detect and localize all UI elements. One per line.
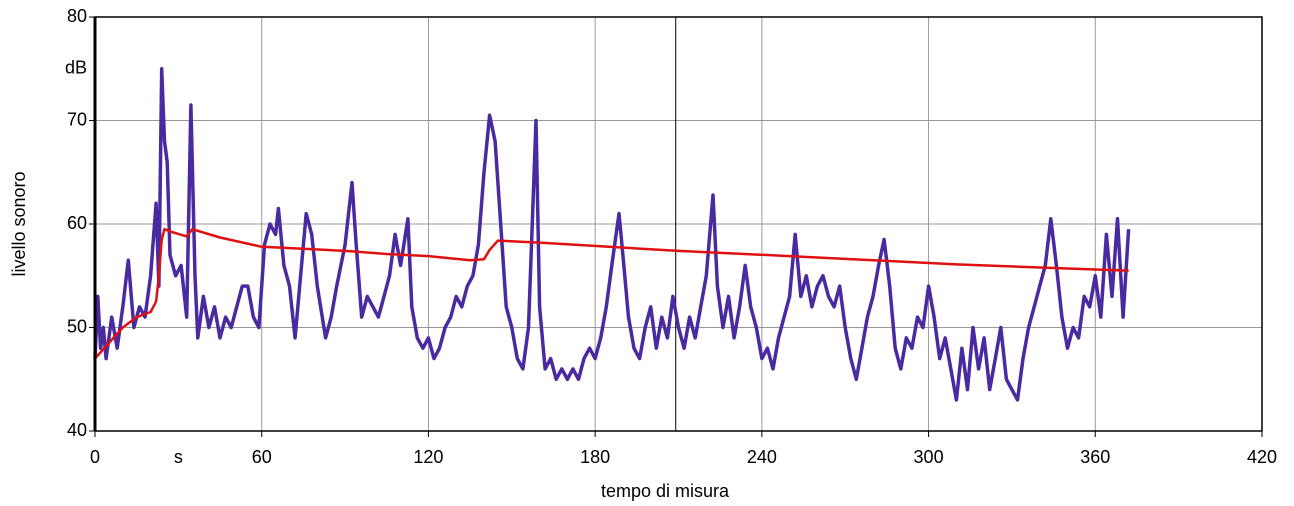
y-unit-label: dB [65,58,87,78]
x-tick-label: 60 [252,447,272,467]
y-tick-label: 60 [67,213,87,233]
x-tick-label: 120 [413,447,443,467]
x-tick-label: 240 [747,447,777,467]
y-tick-label: 50 [67,316,87,336]
x-axis-label: tempo di misura [601,481,730,501]
y-tick-label: 40 [67,420,87,440]
y-tick-label: 80 [67,6,87,26]
x-unit-label: s [174,447,183,467]
data-line [94,227,1129,360]
data-line [93,67,1131,402]
y-axis-label: livello sonoro [9,171,29,276]
y-tick-label: 70 [67,109,87,129]
x-tick-label: 420 [1247,447,1277,467]
x-tick-label: 360 [1080,447,1110,467]
x-tick-label: 300 [914,447,944,467]
x-tick-label: 0 [90,447,100,467]
x-tick-label: 180 [580,447,610,467]
